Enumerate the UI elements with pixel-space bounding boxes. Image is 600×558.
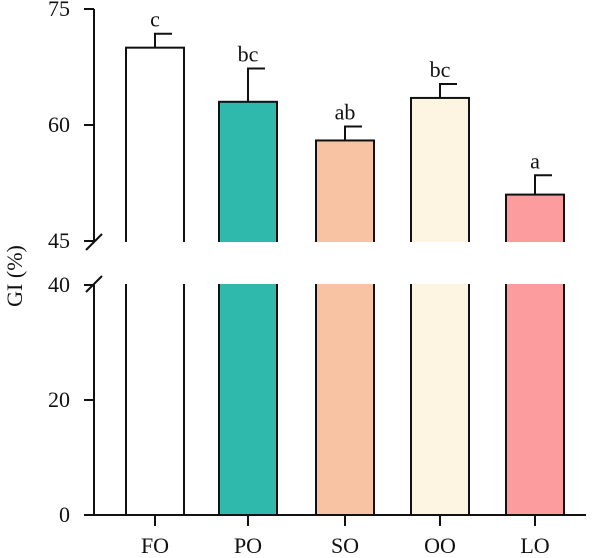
y-axis: 0 20 40 45 60 75 [48, 0, 103, 527]
bar-break-gap-fo [124, 242, 186, 284]
bar-break-gap-so [314, 242, 376, 284]
y-tick-label-45: 45 [48, 228, 70, 253]
bars-layer: c bc ab bc a [124, 7, 566, 517]
significance-label-po: bc [238, 42, 259, 67]
x-axis: FO PO SO OO LO [94, 514, 586, 558]
significance-label-lo: a [530, 148, 540, 173]
y-tick-label-60: 60 [48, 112, 70, 137]
bar-break-gap-lo [504, 242, 566, 284]
y-tick-label-75: 75 [48, 0, 70, 21]
x-tick-label-oo: OO [424, 533, 456, 558]
significance-label-so: ab [335, 100, 356, 125]
x-tick-label-lo: LO [520, 533, 549, 558]
significance-label-oo: bc [430, 57, 451, 82]
x-tick-label-so: SO [331, 533, 359, 558]
x-tick-label-po: PO [234, 533, 262, 558]
y-tick-label-20: 20 [48, 387, 70, 412]
x-tick-label-fo: FO [141, 533, 169, 558]
y-axis-label: GI (%) [2, 245, 27, 307]
bar-so [315, 139, 375, 516]
y-tick-label-40: 40 [48, 272, 70, 297]
y-tick-label-0: 0 [59, 502, 70, 527]
bar-break-gap-oo [409, 242, 471, 284]
significance-label-fo: c [150, 7, 160, 32]
bar-po [218, 100, 278, 517]
bar-break-gap-po [217, 242, 279, 284]
bar-oo [410, 96, 470, 517]
